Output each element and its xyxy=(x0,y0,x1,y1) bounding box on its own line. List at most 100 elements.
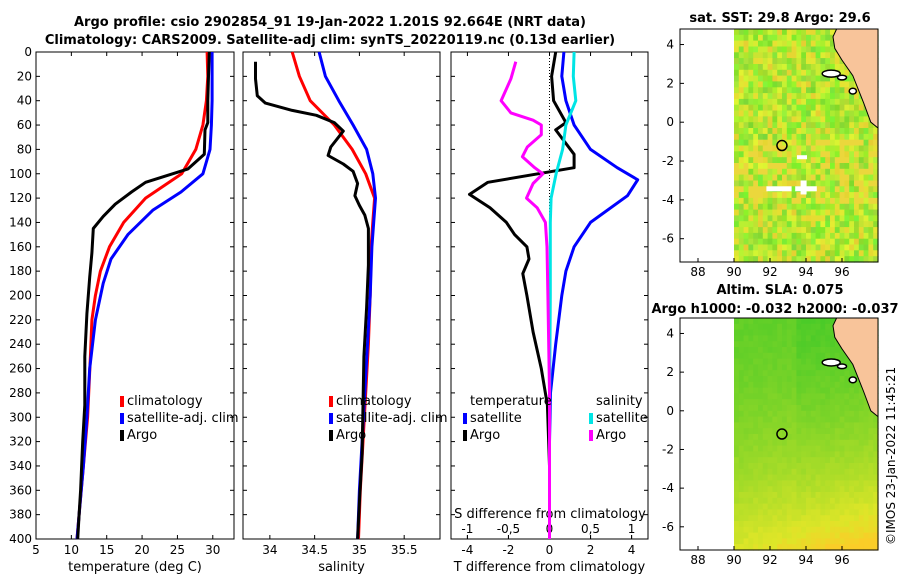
map-cell xyxy=(796,69,802,77)
map-cell xyxy=(806,538,812,545)
map-cell xyxy=(844,133,850,141)
map-cell xyxy=(758,486,764,493)
map-cell xyxy=(762,133,769,141)
map-cell xyxy=(762,399,769,406)
depth-tick-label: 340 xyxy=(9,459,32,473)
map-cell xyxy=(796,492,802,499)
map-cell xyxy=(830,544,836,551)
map-cell xyxy=(815,215,821,222)
map-cell xyxy=(734,347,740,354)
map-cell xyxy=(748,52,754,59)
map-cell xyxy=(810,46,817,53)
map-cell xyxy=(748,463,754,470)
map-cell xyxy=(772,439,778,447)
map-cell xyxy=(806,416,812,423)
map-cell xyxy=(820,405,826,412)
map-cell xyxy=(839,422,845,429)
map-cell xyxy=(815,521,821,528)
map-cell xyxy=(738,58,745,65)
map-cell xyxy=(858,445,865,452)
map-cell xyxy=(748,434,754,441)
map-cell xyxy=(791,538,797,545)
map-cell xyxy=(782,81,788,88)
map-cell xyxy=(868,451,874,458)
map-cell xyxy=(748,180,754,187)
map-cell xyxy=(820,352,826,360)
map-cell xyxy=(758,29,764,36)
salinity-xtick-label: 34 xyxy=(262,543,277,557)
map-cell xyxy=(801,468,807,476)
map-cell xyxy=(820,486,826,493)
map-cell xyxy=(762,203,769,211)
map-cell xyxy=(854,128,860,135)
map-cell xyxy=(830,515,836,522)
map-cell xyxy=(762,34,769,42)
map-cell xyxy=(849,145,855,152)
map-cell xyxy=(734,203,740,211)
map-cell xyxy=(738,250,745,257)
map-cell xyxy=(854,405,860,412)
map-cell xyxy=(758,457,764,464)
map-cell xyxy=(815,192,821,199)
map-cell xyxy=(815,250,821,257)
map-cell xyxy=(820,256,826,263)
map-cell xyxy=(743,497,749,505)
map-cell xyxy=(767,387,773,394)
map-cell xyxy=(839,492,845,499)
map-cell xyxy=(825,468,831,476)
map-cell xyxy=(743,544,749,551)
map-cell xyxy=(801,87,807,94)
map-cell xyxy=(815,139,821,147)
map-cell xyxy=(825,93,831,100)
map-cell xyxy=(738,256,745,263)
map-cell xyxy=(782,434,788,441)
map-cell xyxy=(801,128,807,135)
map-cell xyxy=(834,174,841,181)
map-cell xyxy=(868,497,874,505)
map-cell xyxy=(810,227,817,234)
map-cell xyxy=(820,104,826,112)
map-cell xyxy=(873,203,879,211)
map-cell xyxy=(863,486,869,493)
map-cell xyxy=(796,244,802,251)
map-cell xyxy=(854,104,860,112)
map-cell xyxy=(854,521,860,528)
map-cell xyxy=(786,157,793,164)
map-cell xyxy=(772,139,778,147)
map-cell xyxy=(777,335,783,342)
map-cell xyxy=(825,492,831,499)
map-cell xyxy=(748,221,754,228)
map-cell xyxy=(844,116,850,123)
map-cell xyxy=(743,238,749,246)
map-cell xyxy=(748,329,754,336)
map-cell xyxy=(767,52,773,59)
map-cell xyxy=(738,29,745,36)
map-cell xyxy=(796,104,802,112)
map-cell xyxy=(825,98,831,106)
map-cell xyxy=(753,64,759,71)
map-cell xyxy=(839,393,845,400)
map-cell xyxy=(758,323,764,331)
map-cell xyxy=(806,244,812,251)
map-cell xyxy=(815,318,821,325)
salinity-legend-0-label: climatology xyxy=(336,394,412,409)
map-cell xyxy=(777,151,783,158)
map-cell xyxy=(791,544,797,551)
map-cell xyxy=(734,174,740,181)
map-cell xyxy=(796,133,802,141)
map-cell xyxy=(767,203,773,211)
map-cell xyxy=(753,133,759,141)
map-cell xyxy=(849,509,855,516)
map-cell xyxy=(820,29,826,36)
map-cell xyxy=(825,341,831,348)
map-cell xyxy=(762,256,769,263)
map-cell xyxy=(767,34,773,42)
map-cell xyxy=(753,128,759,135)
map-cell xyxy=(801,215,807,222)
map-cell xyxy=(791,145,797,152)
map-cell xyxy=(854,151,860,158)
map-cell xyxy=(844,197,850,205)
map-cell xyxy=(849,538,855,545)
map-cell xyxy=(772,163,778,170)
map-cell xyxy=(762,244,769,251)
